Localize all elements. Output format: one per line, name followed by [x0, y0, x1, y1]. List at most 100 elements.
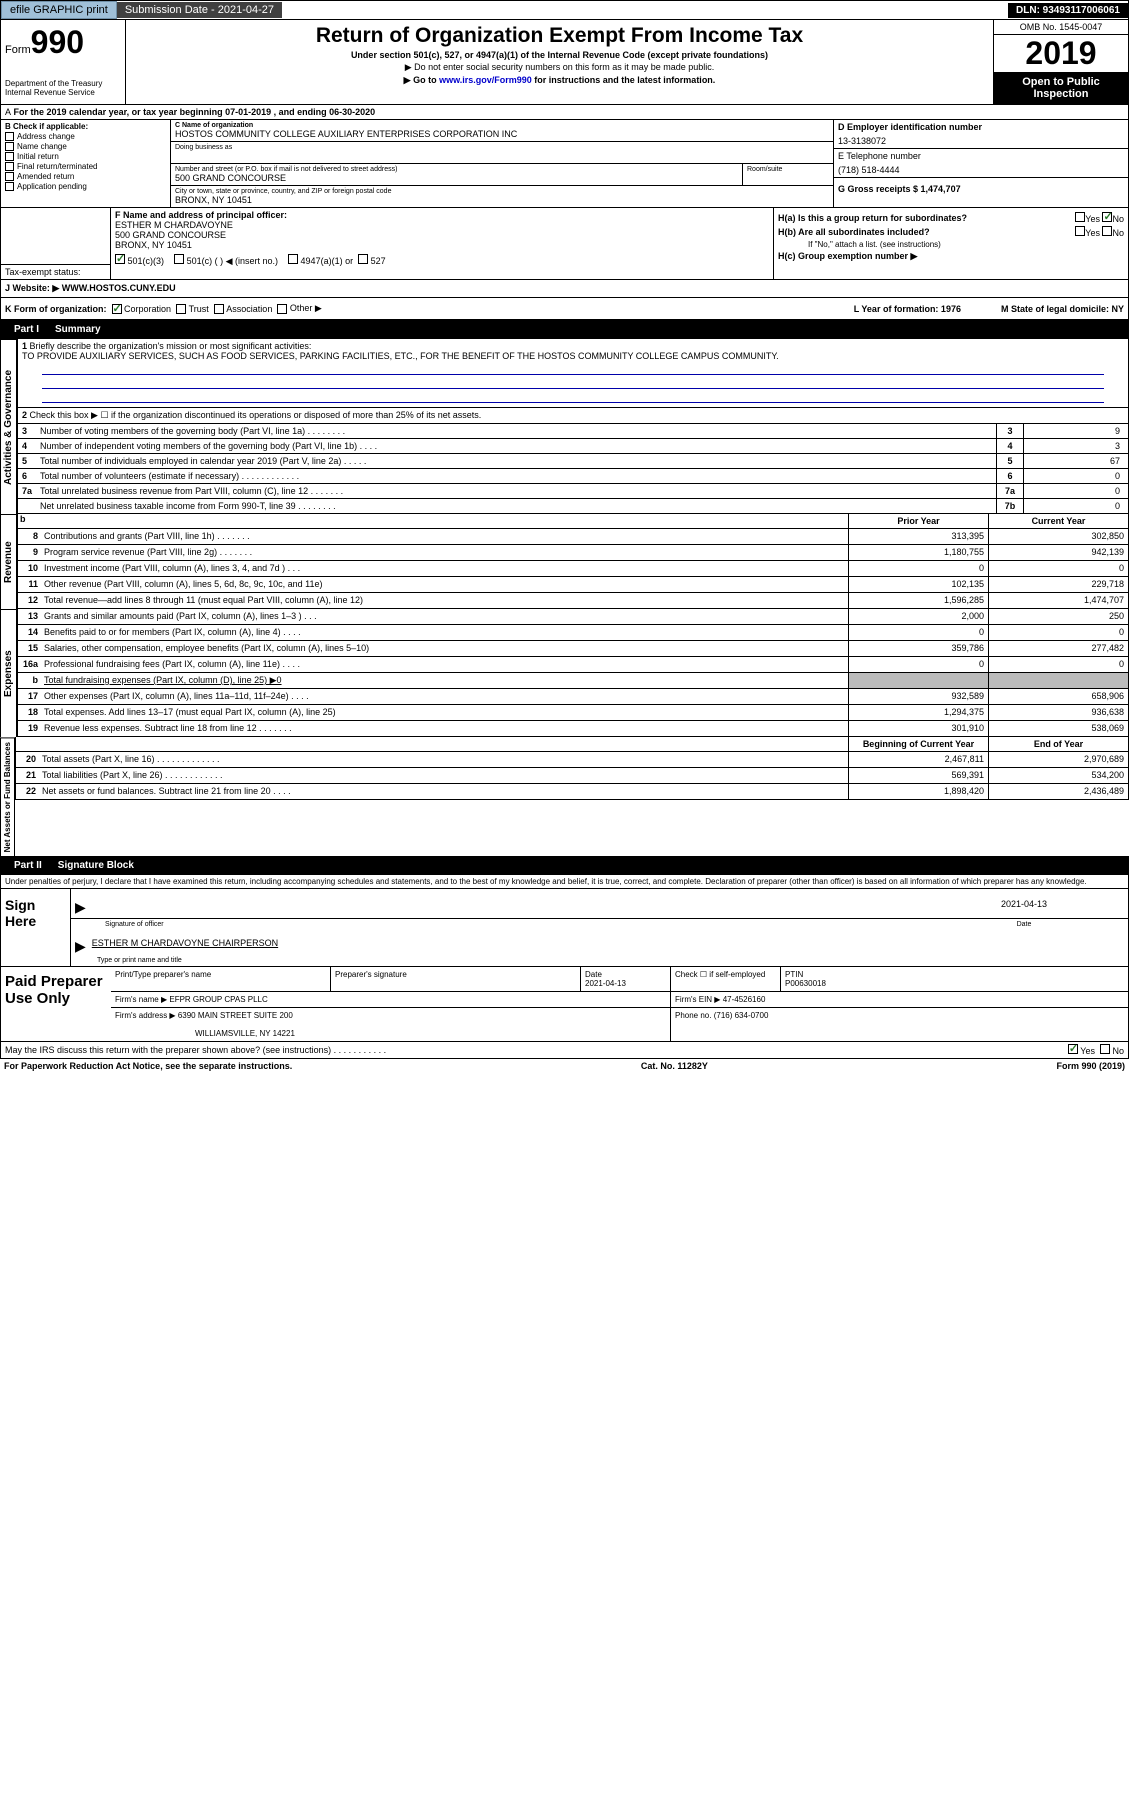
section-b: B Check if applicable: Address change Na…	[1, 120, 171, 207]
subtitle-1: Under section 501(c), 527, or 4947(a)(1)…	[130, 50, 989, 60]
k-corp[interactable]	[112, 304, 122, 314]
org-info-row: B Check if applicable: Address change Na…	[0, 120, 1129, 208]
tax-year-dates: A For the 2019 calendar year, or tax yea…	[0, 105, 1129, 120]
tax-year: 2019	[994, 35, 1128, 72]
na-cy-hdr: End of Year	[988, 737, 1128, 751]
part1-activities: Activities & Governance 1 Briefly descri…	[0, 339, 1129, 514]
part1-header: Part ISummary	[0, 320, 1129, 339]
hb-no[interactable]	[1102, 226, 1112, 236]
declaration-text: Under penalties of perjury, I declare th…	[1, 875, 1128, 888]
website-value: WWW.HOSTOS.CUNY.EDU	[62, 283, 176, 294]
part2-header: Part IISignature Block	[0, 856, 1129, 875]
ptin-value: P00630018	[785, 979, 826, 988]
form-title: Return of Organization Exempt From Incom…	[130, 24, 989, 48]
k-other[interactable]	[277, 304, 287, 314]
room-label: Room/suite	[747, 166, 829, 173]
subtitle-2: ▶ Do not enter social security numbers o…	[130, 62, 989, 73]
top-bar: efile GRAPHIC print Submission Date - 20…	[0, 0, 1129, 20]
checkbox-name[interactable]	[5, 142, 14, 151]
section-h: H(a) Is this a group return for subordin…	[773, 208, 1128, 279]
form-number: Form990	[5, 24, 121, 61]
financial-row: 10Investment income (Part VIII, column (…	[17, 561, 1129, 577]
checkbox-527[interactable]	[358, 254, 368, 264]
addr-label: Number and street (or P.O. box if mail i…	[175, 166, 738, 173]
checkbox-501c[interactable]	[174, 254, 184, 264]
signature-block: Under penalties of perjury, I declare th…	[0, 875, 1129, 967]
ein-label: D Employer identification number	[838, 122, 1124, 132]
checkbox-501c3[interactable]	[115, 254, 125, 264]
summary-row: 5Total number of individuals employed in…	[17, 454, 1129, 469]
org-name-label: C Name of organization	[175, 122, 829, 129]
org-city: BRONX, NY 10451	[175, 195, 829, 205]
discuss-label: May the IRS discuss this return with the…	[5, 1045, 386, 1055]
financial-row: 15Salaries, other compensation, employee…	[17, 641, 1129, 657]
q2-label: Check this box ▶ ☐ if the organization d…	[30, 410, 482, 420]
section-c: C Name of organization HOSTOS COMMUNITY …	[171, 120, 833, 207]
hb-label: H(b) Are all subordinates included?	[778, 227, 930, 237]
org-address: 500 GRAND CONCOURSE	[175, 173, 738, 183]
financial-row: 22Net assets or fund balances. Subtract …	[15, 784, 1129, 800]
discuss-row: May the IRS discuss this return with the…	[0, 1042, 1129, 1059]
form-ref: Form 990 (2019)	[1056, 1061, 1125, 1071]
financial-row: 19Revenue less expenses. Subtract line 1…	[17, 721, 1129, 737]
ha-no[interactable]	[1102, 212, 1112, 222]
ha-label: H(a) Is this a group return for subordin…	[778, 213, 967, 223]
k-assoc[interactable]	[214, 304, 224, 314]
officer-city: BRONX, NY 10451	[115, 240, 769, 250]
k-trust[interactable]	[176, 304, 186, 314]
city-label: City or town, state or province, country…	[175, 188, 829, 195]
dept-label: Department of the Treasury Internal Reve…	[5, 79, 121, 97]
discuss-yes[interactable]	[1068, 1044, 1078, 1054]
discuss-no[interactable]	[1100, 1044, 1110, 1054]
checkbox-final[interactable]	[5, 162, 14, 171]
officer-name: ESTHER M CHARDAVOYNE	[115, 220, 769, 230]
summary-row: 6Total number of volunteers (estimate if…	[17, 469, 1129, 484]
mission-text: TO PROVIDE AUXILIARY SERVICES, SUCH AS F…	[22, 351, 779, 361]
dln: DLN: 93493117006061	[1008, 3, 1128, 18]
instructions-link[interactable]: www.irs.gov/Form990	[439, 75, 532, 85]
checkbox-pending[interactable]	[5, 182, 14, 191]
open-inspection: Open to Public Inspection	[994, 72, 1128, 104]
q1-label: Briefly describe the organization's miss…	[30, 341, 312, 351]
tel-label: E Telephone number	[838, 151, 1124, 161]
summary-row: 7aTotal unrelated business revenue from …	[17, 484, 1129, 499]
financial-row: 20Total assets (Part X, line 16) . . . .…	[15, 752, 1129, 768]
side-netassets: Net Assets or Fund Balances	[0, 737, 15, 856]
hc-label: H(c) Group exemption number ▶	[778, 251, 1124, 262]
checkbox-4947[interactable]	[288, 254, 298, 264]
checkbox-address[interactable]	[5, 132, 14, 141]
firm-ein: 47-4526160	[723, 995, 766, 1004]
ein-value: 13-3138072	[838, 136, 1124, 146]
efile-button[interactable]: efile GRAPHIC print	[1, 1, 117, 19]
firm-addr1: 6390 MAIN STREET SUITE 200	[178, 1011, 293, 1020]
gross-receipts: G Gross receipts $ 1,474,707	[838, 184, 1124, 194]
tel-value: (718) 518-4444	[838, 165, 1124, 175]
hb-yes[interactable]	[1075, 226, 1085, 236]
paperwork-notice: For Paperwork Reduction Act Notice, see …	[4, 1061, 292, 1071]
checkbox-initial[interactable]	[5, 152, 14, 161]
financial-row: bTotal fundraising expenses (Part IX, co…	[17, 673, 1129, 689]
part1-expenses: Expenses 13Grants and similar amounts pa…	[0, 609, 1129, 737]
checkbox-amended[interactable]	[5, 172, 14, 181]
firm-name: EFPR GROUP CPAS PLLC	[169, 995, 267, 1004]
financial-row: 16aProfessional fundraising fees (Part I…	[17, 657, 1129, 673]
financial-row: 8Contributions and grants (Part VIII, li…	[17, 529, 1129, 545]
ha-yes[interactable]	[1075, 212, 1085, 222]
summary-row: Net unrelated business taxable income fr…	[17, 499, 1129, 514]
current-year-hdr: Current Year	[988, 514, 1128, 528]
sign-here: Sign Here	[1, 889, 71, 966]
omb-number: OMB No. 1545-0047	[994, 20, 1128, 35]
financial-row: 11Other revenue (Part VIII, column (A), …	[17, 577, 1129, 593]
financial-row: 9Program service revenue (Part VIII, lin…	[17, 545, 1129, 561]
section-j: J Website: ▶ WWW.HOSTOS.CUNY.EDU	[0, 280, 1129, 298]
summary-row: 3Number of voting members of the governi…	[17, 424, 1129, 439]
financial-row: 21Total liabilities (Part X, line 26) . …	[15, 768, 1129, 784]
na-header: Beginning of Current Year End of Year	[15, 737, 1129, 752]
officer-label: F Name and address of principal officer:	[115, 210, 769, 220]
officer-exempt-row: Tax-exempt status: F Name and address of…	[0, 208, 1129, 280]
sig-officer-label: Signature of officer	[101, 921, 924, 930]
financial-row: 17Other expenses (Part IX, column (A), l…	[17, 689, 1129, 705]
org-name: HOSTOS COMMUNITY COLLEGE AUXILIARY ENTER…	[175, 129, 829, 139]
officer-addr: 500 GRAND CONCOURSE	[115, 230, 769, 240]
prep-sig-label: Preparer's signature	[331, 967, 581, 991]
